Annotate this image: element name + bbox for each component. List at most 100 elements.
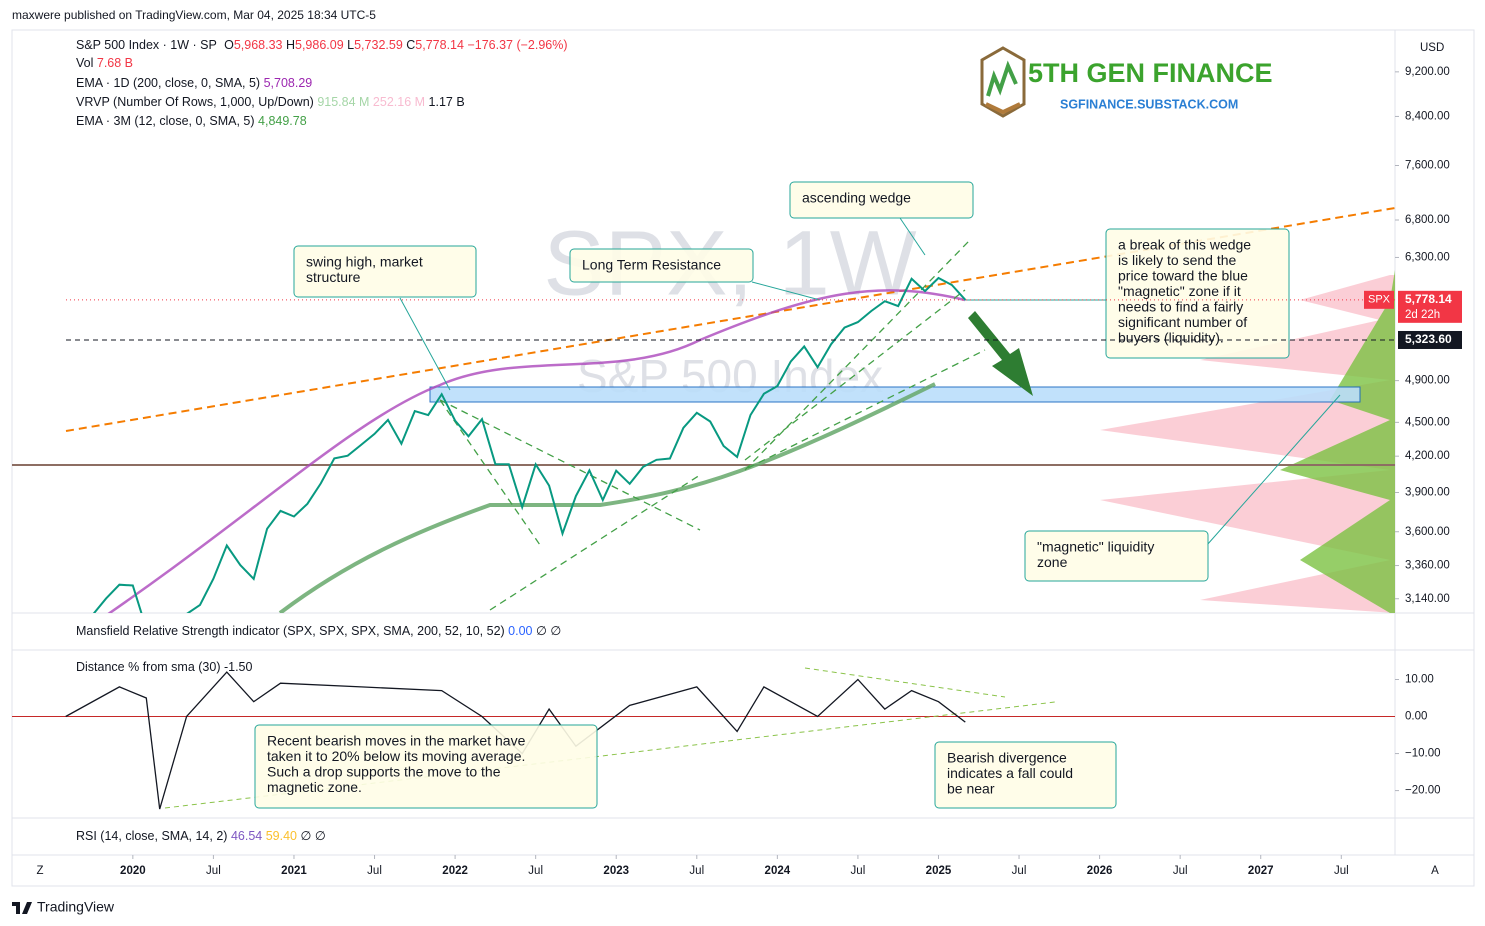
legend-value: 59.40 [266, 829, 297, 843]
x-tick-label: Jul [1173, 865, 1188, 877]
y-tick-label: 4,900.00 [1405, 375, 1450, 387]
legend-label: EMA · 1D (200, close, 0, SMA, 5) [76, 76, 260, 90]
logo: 5TH GEN FINANCE SGFINANCE.SUBSTACK.COM [980, 46, 1273, 118]
divergence-lines [164, 667, 1056, 809]
y-tick-label: 3,600.00 [1405, 526, 1450, 538]
chart-frame [11, 29, 1475, 887]
axis-button[interactable]: A [1431, 865, 1439, 877]
legend-label: S&P 500 Index · 1W · SP [76, 38, 217, 52]
legend-vrvp: VRVP (Number Of Rows, 1,000, Up/Down) 91… [76, 95, 465, 109]
footer-brand: TradingView [37, 899, 115, 915]
x-tick-label: 2026 [1087, 865, 1113, 877]
x-tick-label: Jul [1012, 865, 1027, 877]
legend-label: VRVP (Number Of Rows, 1,000, Up/Down) [76, 95, 314, 109]
x-tick-label: 2022 [442, 865, 468, 877]
legend-key: H [286, 38, 295, 52]
callout-text: zone [1037, 554, 1068, 570]
legend-value: 5,732.59 [354, 38, 403, 52]
x-tick-label: 2020 [120, 865, 146, 877]
callout-text: a break of this wedge [1118, 237, 1251, 253]
callout-text: "magnetic" zone if it [1118, 283, 1241, 299]
legend-label: EMA · 3M (12, close, 0, SMA, 5) [76, 114, 255, 128]
y-tick-label: 8,400.00 [1405, 110, 1450, 122]
x-tick-label: Jul [1334, 865, 1349, 877]
y-tick-label: 7,600.00 [1405, 160, 1450, 172]
legend-ema12: EMA · 3M (12, close, 0, SMA, 5) 4,849.78 [76, 114, 307, 128]
callout-text: "magnetic" liquidity [1037, 539, 1154, 555]
callout-text: needs to find a fairly [1118, 299, 1243, 315]
footer: TradingView [12, 899, 115, 915]
callout-text: Recent bearish moves in the market have [267, 733, 526, 749]
callout-pointers [399, 217, 1341, 546]
x-tick-label: 2023 [603, 865, 629, 877]
publish-header: maxwere published on TradingView.com, Ma… [12, 8, 376, 22]
ema-12-line [278, 382, 936, 613]
y-tick-label: 3,140.00 [1405, 593, 1450, 605]
rsi-legend: RSI (14, close, SMA, 14, 2) 46.54 59.40 … [76, 829, 326, 843]
y-tick-label: 9,200.00 [1405, 66, 1450, 78]
callout-text: be near [947, 781, 995, 797]
legend-main: S&P 500 Index · 1W · SP O5,968.33 H5,986… [76, 38, 568, 52]
y-tick-label: 3,900.00 [1405, 487, 1450, 499]
axis-button[interactable]: Z [36, 865, 43, 877]
price-plot [92, 276, 967, 613]
annotations: ascending wedge swing high, marketstructu… [254, 181, 1290, 809]
legend-label: Distance % from sma (30) [76, 660, 220, 674]
legend-value: -1.50 [224, 660, 253, 674]
price-tag: 5,323.60 [1405, 332, 1452, 346]
symbol-tag: SPX [1368, 294, 1391, 306]
price-tag: 5,778.14 [1405, 292, 1452, 306]
x-tick-label: Jul [528, 865, 543, 877]
y-tick-label: 6,300.00 [1405, 251, 1450, 263]
series-line [92, 276, 967, 613]
logo-subtitle: SGFINANCE.SUBSTACK.COM [1060, 97, 1238, 111]
distance-legend: Distance % from sma (30) -1.50 [76, 660, 253, 674]
legend-key: O [224, 38, 234, 52]
legend-value: 915.84 M [317, 95, 369, 109]
distance-plot [12, 667, 1395, 810]
callout-text: taken it to 20% below its moving average… [267, 748, 525, 764]
legend-key: L [347, 38, 354, 52]
logo-title: 5TH GEN FINANCE [1028, 58, 1273, 88]
legend-value: 4,849.78 [258, 114, 307, 128]
callout-text: Such a drop supports the move to the [267, 764, 501, 780]
y-tick-label: 3,360.00 [1405, 560, 1450, 572]
legend-label: Mansfield Relative Strength indicator (S… [76, 624, 505, 638]
arrow [968, 311, 1033, 396]
y-tick-label: 6,800.00 [1405, 214, 1450, 226]
callout-text: buyers (liquidity). [1118, 330, 1224, 346]
legend-value: 7.68 B [97, 56, 133, 70]
drawings [12, 207, 1395, 613]
legend-value: 5,708.29 [264, 76, 313, 90]
currency-label: USD [1420, 42, 1444, 54]
wedge-lines [744, 239, 986, 471]
legend-key: C [406, 38, 415, 52]
legend-value: 5,778.14 [415, 38, 464, 52]
y-tick-label: −10.00 [1405, 748, 1441, 760]
legend-vol: Vol 7.68 B [76, 56, 133, 70]
volume-profile-down [1100, 275, 1395, 613]
callout-box [569, 248, 754, 283]
x-tick-label: 2027 [1248, 865, 1274, 877]
legend-value: 1.17 B [429, 95, 465, 109]
x-tick-label: Jul [206, 865, 221, 877]
ema-200-line [107, 289, 966, 613]
y-tick-label: 4,200.00 [1405, 450, 1450, 462]
callout-text: magnetic zone. [267, 779, 362, 795]
callout-box [254, 724, 598, 809]
legend-value: 5,968.33 [234, 38, 283, 52]
price-tag-bg [1398, 330, 1462, 349]
legend-value: 46.54 [231, 829, 262, 843]
callout-text: Bearish divergence [947, 750, 1067, 766]
callout-text: is likely to send the [1118, 252, 1236, 268]
legend-na: ∅ [300, 829, 311, 843]
callout-text: price toward the blue [1118, 268, 1248, 284]
x-tick-label: 2025 [926, 865, 952, 877]
legend-na: ∅ [315, 829, 326, 843]
y-tick-label: −20.00 [1405, 785, 1441, 797]
y-tick-label: 4,500.00 [1405, 416, 1450, 428]
callout-text: ascending wedge [802, 190, 911, 206]
x-tick-label: Jul [689, 865, 704, 877]
